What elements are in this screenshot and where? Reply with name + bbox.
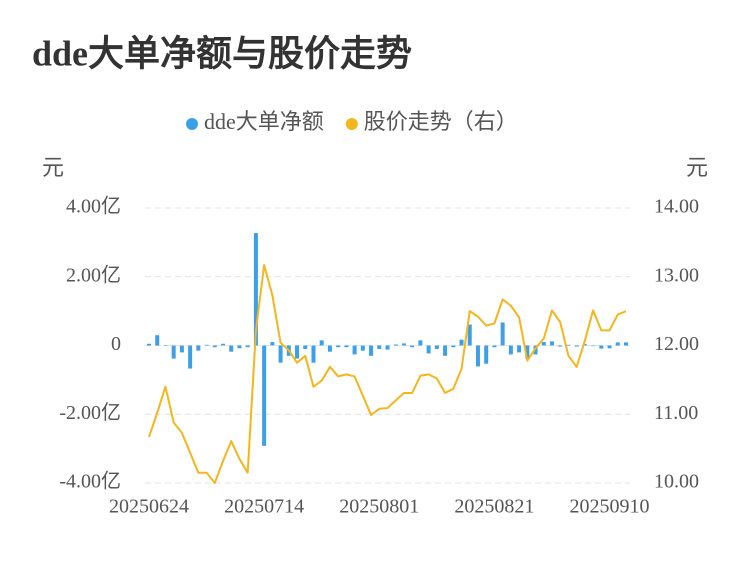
legend-marker	[186, 118, 198, 130]
bar	[229, 345, 234, 352]
bar	[204, 344, 209, 346]
legend-label: dde大单净额	[204, 109, 324, 134]
bar	[179, 345, 184, 353]
bar	[443, 345, 448, 356]
bar	[319, 340, 324, 346]
bar	[212, 345, 217, 348]
bar	[475, 345, 480, 367]
x-tick-label: 20250624	[109, 496, 189, 518]
x-tick-label: 20250821	[454, 496, 534, 518]
bar	[253, 233, 258, 346]
bar	[311, 345, 316, 363]
bar	[574, 345, 579, 347]
y-tick-label: -2.00亿	[59, 401, 121, 424]
bar	[500, 322, 505, 346]
bar	[615, 342, 620, 346]
bar	[270, 342, 275, 346]
bar	[237, 345, 242, 349]
y2-tick-label: 10.00	[654, 471, 699, 493]
price-line	[148, 264, 627, 484]
bar	[607, 345, 612, 349]
bar	[566, 344, 571, 346]
bar	[393, 344, 398, 346]
bar	[147, 343, 151, 346]
x-tick-label: 20250801	[339, 496, 419, 518]
y2-tick-label: 13.00	[654, 264, 699, 286]
x-tick-label: 20250714	[224, 496, 304, 518]
legend-label: 股价走势（右）	[364, 109, 518, 134]
y2-tick-label: 11.00	[654, 402, 698, 424]
bar	[401, 343, 406, 346]
bar	[484, 345, 489, 364]
bar	[303, 345, 308, 349]
bar	[492, 345, 497, 348]
y-tick-label: 0	[111, 333, 121, 355]
bar	[426, 345, 431, 354]
bar	[295, 345, 300, 359]
bar	[410, 345, 415, 348]
bar	[262, 345, 267, 446]
bar	[278, 345, 283, 363]
chart-title: dde大单净额与股价走势	[32, 33, 412, 73]
bar	[459, 339, 464, 346]
bar	[336, 345, 341, 348]
bar	[525, 345, 530, 359]
bar	[599, 345, 604, 349]
y-tick-label: -4.00亿	[59, 470, 121, 493]
bar	[352, 345, 357, 355]
y-tick-label: 2.00亿	[66, 263, 121, 286]
bar	[377, 345, 382, 349]
bar	[434, 345, 439, 349]
bar	[163, 345, 168, 346]
bar	[467, 324, 472, 346]
bar	[245, 345, 250, 348]
bar	[171, 345, 176, 359]
bar	[558, 345, 563, 347]
bar	[591, 345, 596, 347]
legend: dde大单净额 股价走势（右）	[186, 109, 518, 134]
bar	[344, 345, 349, 348]
bar	[517, 345, 522, 353]
bar	[196, 345, 201, 351]
bar	[418, 340, 423, 346]
bar	[360, 345, 365, 351]
y2-tick-label: 12.00	[654, 333, 699, 355]
bar	[508, 345, 513, 355]
bar	[369, 345, 374, 356]
legend-marker	[345, 118, 358, 130]
bar	[155, 335, 160, 346]
bar	[582, 344, 587, 346]
bar	[327, 345, 332, 352]
bar	[451, 345, 456, 348]
y2-tick-label: 14.00	[654, 196, 699, 218]
bar	[221, 343, 226, 346]
y-tick-label: 4.00亿	[66, 195, 121, 218]
bar	[549, 341, 554, 346]
bar	[385, 345, 390, 350]
bar	[541, 342, 546, 346]
bar	[188, 345, 193, 369]
y2-axis-label: 元	[686, 155, 708, 180]
y-axis-label: 元	[42, 155, 64, 180]
bar	[624, 342, 628, 346]
x-tick-label: 20250910	[570, 496, 650, 518]
